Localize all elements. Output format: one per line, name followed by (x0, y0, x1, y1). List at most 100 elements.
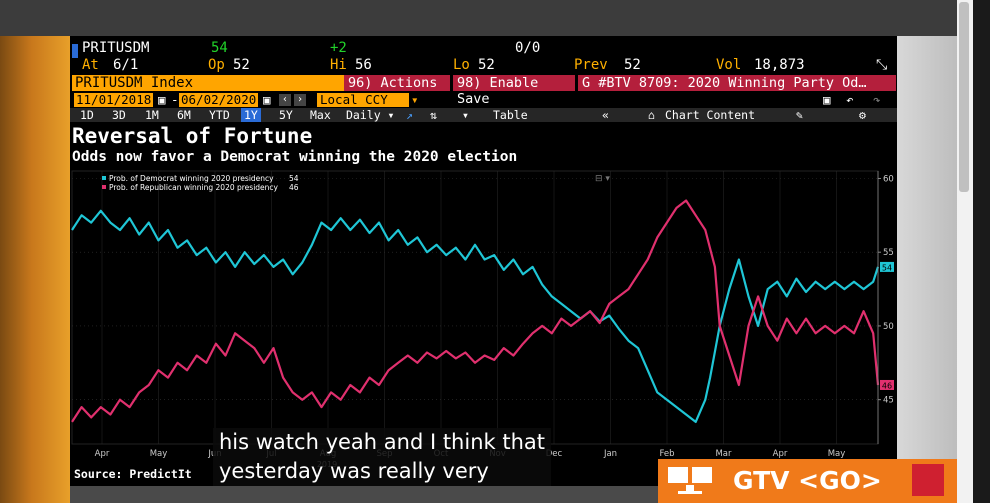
legend-swatch-democrat (102, 176, 106, 180)
end-date-field[interactable]: 06/02/2020 (179, 92, 259, 107)
next-period-icon[interactable]: › (294, 94, 306, 106)
range-6m[interactable]: 6M (177, 108, 191, 122)
x-tick-label: May (828, 449, 846, 459)
background-right (897, 36, 957, 503)
x-tick-label: Dec (546, 449, 563, 459)
y-tick-label: 55 (883, 248, 894, 258)
chart-grid (71, 170, 879, 445)
range-1d[interactable]: 1D (80, 108, 94, 122)
actions-button[interactable]: 96) Actions ▾ (344, 75, 450, 107)
gtv-banner: GTV <GO> (658, 459, 957, 503)
redo-icon[interactable]: ↷ (873, 92, 881, 107)
series-line-republican (71, 199, 880, 423)
subtitle-caption: his watch yeah and I think that yesterda… (213, 428, 551, 486)
bloomberg-tv-logo (912, 464, 944, 496)
enable-save-button[interactable]: 98) Enable Save (453, 75, 575, 107)
chart-source: Source: PredictIt (74, 467, 192, 481)
undo-icon[interactable]: ↶ (846, 92, 854, 107)
table-button[interactable]: Table (493, 108, 528, 122)
legend-label-republican: Prob. of Republican winning 2020 preside… (109, 183, 279, 192)
range-1m[interactable]: 1M (145, 108, 159, 122)
legend-label-democrat: Prob. of Democrat winning 2020 presidenc… (109, 174, 274, 183)
currency-dropdown-icon[interactable]: ▾ (411, 92, 419, 107)
line-chart-icon[interactable]: ↗ (406, 108, 413, 122)
y-tick-label: 50 (883, 322, 894, 332)
range-max[interactable]: Max (310, 108, 331, 122)
calendar-icon-2[interactable]: ▣ (263, 92, 271, 107)
date-separator: - (171, 92, 179, 107)
ticker-marker (72, 44, 78, 58)
chart-options-icon[interactable]: ⊟ ▾ (595, 174, 610, 184)
currency-select[interactable]: Local CCY (317, 93, 409, 107)
chart-series (71, 199, 880, 423)
expand-icon[interactable]: ⤡ (876, 57, 888, 73)
legend-value-democrat: 54 (289, 174, 299, 183)
x-tick-label: Mar (715, 449, 732, 459)
x-tick-label: Jan (603, 449, 617, 459)
range-toolbar: 1D 3D 1M 6M YTD 1Y 5Y Max Daily ▾ ↗ ⇅ ▾ … (70, 108, 897, 122)
gtv-terminal-icon (668, 467, 712, 494)
open-label: Op (208, 57, 225, 73)
ticker-symbol: PRITUSDM (82, 40, 150, 56)
chart-legend: Prob. of Democrat winning 2020 presidenc… (102, 174, 299, 192)
prev-label: Prev (574, 57, 608, 73)
style-dropdown-icon[interactable]: ▾ (462, 108, 469, 122)
series-line-democrat (71, 209, 880, 423)
background-left (0, 36, 70, 503)
range-3d[interactable]: 3D (112, 108, 126, 122)
x-tick-label: May (150, 449, 168, 459)
prev-value: 52 (624, 57, 641, 73)
x-tick-label: Apr (95, 449, 110, 459)
plot-frame (71, 170, 879, 445)
index-field[interactable]: PRITUSDM Index (72, 75, 344, 91)
gtv-function-text: GTV <GO> (733, 466, 882, 495)
calendar-icon[interactable]: ▣ (158, 92, 166, 107)
x-tick-label: Feb (659, 449, 674, 459)
chart-content-icon[interactable]: ⌂ (648, 108, 655, 122)
chart-subtitle: Odds now favor a Democrat winning the 20… (72, 149, 518, 165)
last-value-tag-label: 54 (882, 263, 892, 272)
bid-ask: 0/0 (515, 40, 541, 56)
x-tick-label: Apr (773, 449, 788, 459)
last-value-tags: 54 46 (880, 261, 894, 390)
edit-icon[interactable]: ✎ (796, 108, 803, 122)
graph-title-field[interactable]: G #BTV 8709: 2020 Winning Party Od… (578, 75, 896, 91)
toolbar-row: PRITUSDM Index 96) Actions ▾ 98) Enable … (70, 75, 897, 107)
range-1y[interactable]: 1Y (241, 108, 261, 122)
scrollbar-thumb[interactable] (959, 2, 969, 192)
settings-gear-icon[interactable]: ⚙ (859, 108, 866, 122)
video-icon[interactable]: ▣ (823, 92, 831, 107)
y-tick-label: 60 (883, 174, 894, 184)
high-value: 56 (355, 57, 372, 73)
window-edge (973, 0, 990, 503)
last-value-tag (880, 261, 894, 272)
caption-line-2: yesterday was really very (219, 459, 489, 483)
quote-row-2: At 6/1 Op 52 Hi 56 Lo 52 Prev 52 Vol 18,… (70, 57, 897, 73)
low-value: 52 (478, 57, 495, 73)
background-top (0, 0, 990, 36)
high-label: Hi (330, 57, 347, 73)
chart-content-button[interactable]: Chart Content (665, 108, 756, 122)
quote-row-1: PRITUSDM 54 +2 0/0 (70, 40, 897, 58)
volume-value: 18,873 (754, 57, 805, 73)
y-axis: 45 50 55 60 (877, 171, 894, 444)
period-select[interactable]: Daily ▾ (346, 108, 395, 122)
collapse-icon[interactable]: « (602, 108, 609, 122)
start-date-field[interactable]: 11/01/2018 (74, 92, 154, 107)
last-value-tag-label: 46 (882, 381, 892, 390)
caption-line-1: his watch yeah and I think that (219, 430, 545, 454)
price-change: +2 (330, 40, 347, 56)
range-ytd[interactable]: YTD (209, 108, 230, 122)
at-label: At (82, 57, 99, 73)
open-value: 52 (233, 57, 250, 73)
chart-title: Reversal of Fortune (72, 124, 313, 148)
chart-style-icon[interactable]: ⇅ (430, 108, 437, 122)
last-value-tag (880, 379, 894, 390)
y-tick-label: 45 (883, 396, 894, 406)
range-5y[interactable]: 5Y (279, 108, 293, 122)
prev-period-icon[interactable]: ‹ (279, 94, 291, 106)
legend-value-republican: 46 (289, 183, 299, 192)
terminal-screen: PRITUSDM 54 +2 0/0 At 6/1 Op 52 Hi 56 Lo… (70, 36, 897, 486)
date-row: 11/01/2018 ▣ - 06/02/2020 ▣ ‹ › Local CC… (70, 93, 897, 107)
volume-label: Vol (716, 57, 742, 73)
